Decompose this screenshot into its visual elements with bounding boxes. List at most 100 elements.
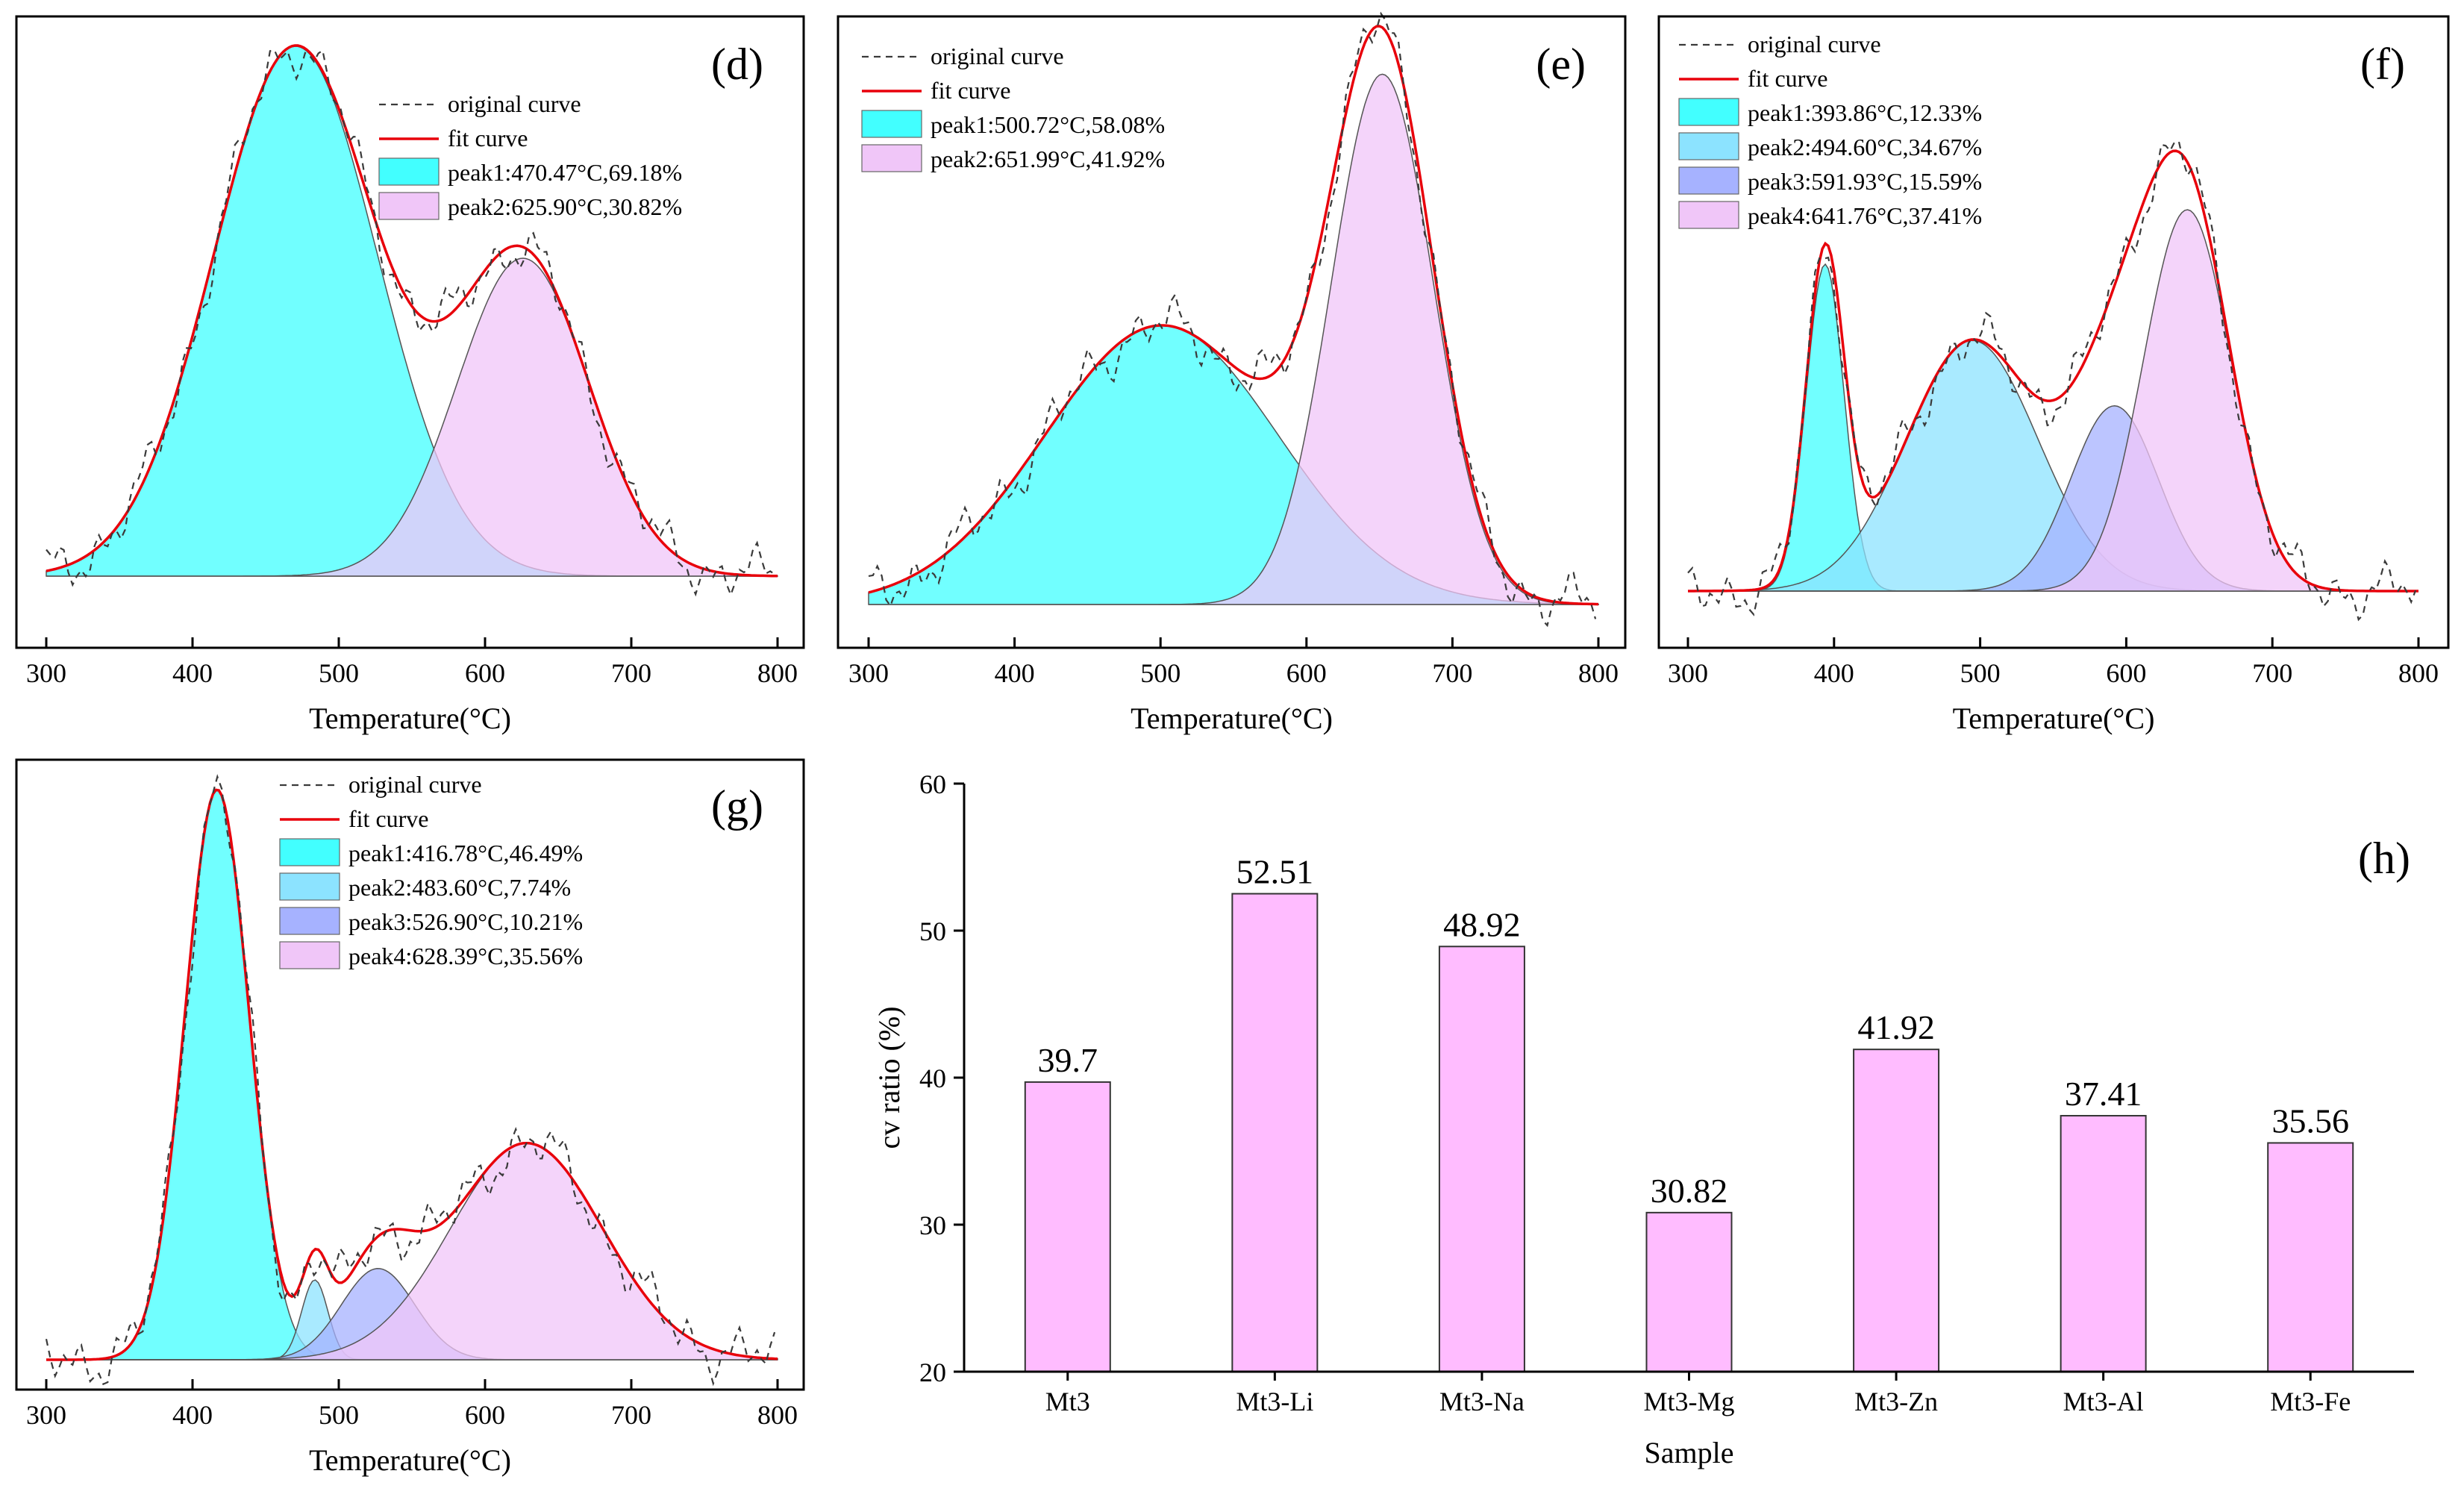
original-curve [45,774,776,1387]
legend-original-label: original curve [1748,31,1881,57]
x-axis-label: Temperature(°C) [1953,702,2155,735]
panel-h: 39.7 Mt3 52.51 Mt3-Li 48.92 Mt3-Na 30.82 Mt3-Mg… [872,769,2414,1469]
legend: original curve fit curve peak1:393.86°C,12… [1678,31,1982,229]
legend-fit-label: fit curve [348,805,429,832]
bar-value-label: 52.51 [1236,853,1314,891]
legend-fit-label: fit curve [1748,65,1828,92]
legend: original curve fit curve peak1:416.78°C,46… [279,771,583,969]
legend-peak-4-swatch [1678,201,1739,229]
bar-value-label: 35.56 [2271,1102,2349,1140]
x-tick-label: 800 [2398,658,2439,688]
panel-f: 300 400 500 600 700 800 Temperature(°C) (f) orig… [1657,15,2450,735]
x-tick-label: 300 [26,1400,66,1430]
bar-mt3-na [1438,946,1525,1372]
x-axis-label: Sample [1645,1436,1734,1469]
plot-frame [15,758,805,1391]
y-axis-label: cv ratio (%) [872,1006,906,1149]
x-tick-label: 500 [319,658,359,688]
legend-peak-1-swatch [378,157,440,186]
panel-e: 300 400 500 600 700 800 Temperature(°C) (e) orig… [837,11,1627,735]
x-tick-label: 400 [172,658,213,688]
bar-value-label: 48.92 [1443,905,1521,943]
x-tick-label: 500 [1140,658,1181,688]
plot-frame [15,15,805,649]
x-tick-label: Mt3-Mg [1643,1387,1734,1416]
legend-peak-2-label: peak2:494.60°C,34.67% [1748,134,1982,160]
x-tick-label: 700 [611,658,651,688]
panel-d: 300 400 500 600 700 800 Temperature(°C) (d) orig… [15,15,805,735]
legend-peak-1-label: peak1:416.78°C,46.49% [348,840,583,866]
x-tick-label: 600 [465,658,505,688]
panel-g: 300 400 500 600 700 800 Temperature(°C) (g) orig… [15,758,805,1477]
legend-peak-2-label: peak2:483.60°C,7.74% [348,874,571,901]
legend-peak-4-swatch [279,941,340,969]
legend-peak-1-swatch [861,110,922,138]
x-tick-label: 600 [465,1400,505,1430]
x-tick-label: Mt3-Zn [1854,1387,1938,1416]
peak-1-area [46,46,778,577]
y-tick-label: 60 [919,769,946,799]
legend-original-label: original curve [448,90,581,117]
legend-peak-3-swatch [279,907,340,935]
y-tick-label: 40 [919,1063,946,1093]
fit-curve [46,788,778,1361]
bar-mt3-li [1231,893,1319,1372]
x-tick-label: 400 [172,1400,213,1430]
bar-mt3-al [2060,1115,2147,1372]
panel-label: (e) [1536,40,1586,89]
legend-fit-label: fit curve [448,125,528,151]
fit-curve [46,44,778,578]
x-tick-label: 800 [757,658,798,688]
x-tick-label: 800 [1578,658,1619,688]
x-tick-label: 800 [757,1400,798,1430]
x-axis-label: Temperature(°C) [309,702,511,735]
y-tick-label: 30 [919,1210,946,1240]
bar-mt3 [1024,1081,1111,1373]
y-tick-label: 50 [919,916,946,946]
panel-label: (f) [2360,40,2405,89]
legend-original-label: original curve [348,771,482,798]
bar-value-label: 37.41 [2065,1075,2142,1113]
legend-peak-3-label: peak3:591.93°C,15.59% [1748,168,1982,195]
x-tick-label: 700 [611,1400,651,1430]
panel-label: (d) [711,40,763,89]
bar-value-label: 41.92 [1857,1008,1935,1046]
x-tick-label: 300 [26,658,66,688]
original-curve [46,49,775,598]
legend-peak-3-label: peak3:526.90°C,10.21% [348,908,583,935]
panel-label: (g) [711,781,763,831]
peak-2-area [869,73,1599,605]
x-tick-label: 600 [1286,658,1327,688]
bar-value-label: 30.82 [1651,1172,1728,1210]
legend-peak-2-swatch [1678,132,1739,160]
legend-peak-2-label: peak2:651.99°C,41.92% [931,146,1165,172]
x-tick-label: Mt3-Li [1236,1387,1313,1416]
legend-peak-4-label: peak4:628.39°C,35.56% [348,943,583,969]
x-tick-label: 400 [1814,658,1854,688]
legend: original curve fit curve peak1:500.72°C,58… [861,43,1165,172]
x-tick-label: 300 [1668,658,1708,688]
legend-peak-1-swatch [1678,98,1739,126]
x-tick-label: Mt3-Al [2063,1387,2144,1416]
legend-fit-label: fit curve [931,77,1011,104]
legend-peak-3-swatch [1678,166,1739,195]
x-axis-label: Temperature(°C) [1131,702,1333,735]
x-tick-label: Mt3 [1045,1387,1090,1416]
legend-peak-1-label: peak1:393.86°C,12.33% [1748,99,1982,126]
x-tick-label: 500 [319,1400,359,1430]
original-curve [1687,140,2417,622]
legend-peak-2-label: peak2:625.90°C,30.82% [448,193,682,220]
x-tick-label: 300 [848,658,889,688]
legend-original-label: original curve [931,43,1064,69]
y-tick-label: 20 [919,1358,946,1387]
original-curve [868,11,1597,628]
fit-curve [868,25,1599,606]
legend-peak-1-swatch [279,838,340,866]
panel-label: (h) [2358,834,2410,883]
plot-frame [1657,15,2450,649]
bar-mt3-zn [1853,1049,1940,1373]
legend-peak-4-label: peak4:641.76°C,37.41% [1748,202,1982,229]
legend-peak-1-label: peak1:470.47°C,69.18% [448,159,682,186]
legend: original curve fit curve peak1:470.47°C,69… [378,90,682,220]
